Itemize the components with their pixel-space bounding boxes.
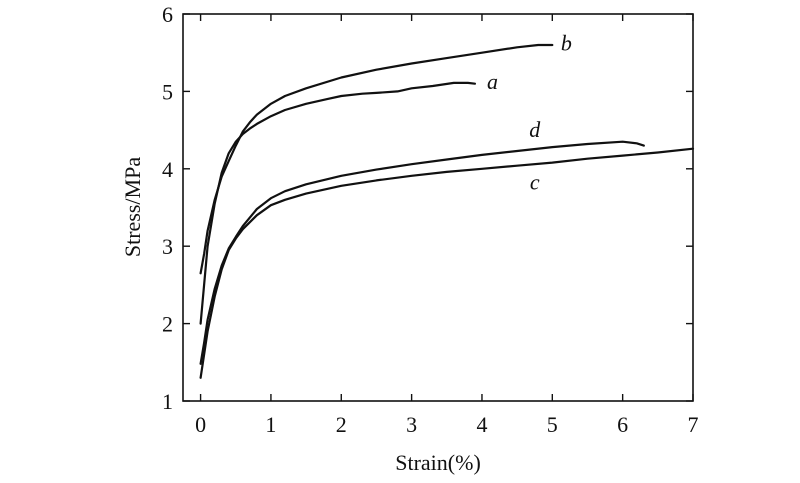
series-b-line bbox=[199, 43, 554, 275]
x-tick-label: 6 bbox=[617, 412, 628, 437]
x-tick-label: 3 bbox=[406, 412, 417, 437]
y-tick-label: 5 bbox=[162, 79, 173, 104]
x-tick-label: 2 bbox=[336, 412, 347, 437]
x-tick-label: 1 bbox=[265, 412, 276, 437]
series-a-line bbox=[199, 81, 476, 325]
y-axis-title: Stress/MPa bbox=[120, 157, 145, 257]
series-label-b: b bbox=[561, 30, 572, 55]
plot-frame bbox=[182, 13, 694, 402]
y-tick-label: 4 bbox=[162, 157, 173, 182]
y-tick-label: 3 bbox=[162, 234, 173, 259]
series-label-a: a bbox=[487, 69, 498, 94]
series-c-line bbox=[199, 147, 695, 379]
series-label-d: d bbox=[529, 117, 541, 142]
y-tick-label: 6 bbox=[162, 2, 173, 27]
x-tick-label: 5 bbox=[547, 412, 558, 437]
axis-ticks bbox=[183, 13, 694, 402]
series-labels: a b d c bbox=[487, 30, 572, 194]
series-curves bbox=[199, 43, 695, 379]
x-tick-label: 7 bbox=[688, 412, 699, 437]
y-tick-label: 1 bbox=[162, 389, 173, 414]
series-label-c: c bbox=[530, 170, 540, 195]
x-tick-label: 4 bbox=[476, 412, 487, 437]
series-d-line bbox=[199, 140, 645, 365]
y-tick-label: 2 bbox=[162, 312, 173, 337]
x-axis-title: Strain(%) bbox=[395, 450, 481, 475]
x-tick-label: 0 bbox=[195, 412, 206, 437]
